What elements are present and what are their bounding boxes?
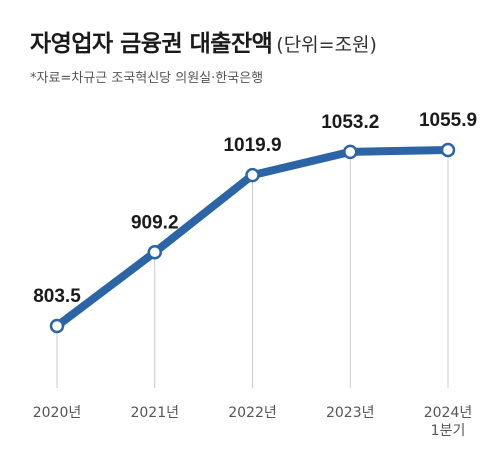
x-tick-label-1: 2021년 bbox=[130, 405, 179, 421]
data-markers bbox=[49, 142, 456, 334]
data-point-4 bbox=[440, 142, 456, 158]
x-tick-label-2: 2022년 bbox=[228, 405, 277, 421]
x-axis-labels: 2020년 2021년 2022년 2023년 2024년 1분기 bbox=[33, 405, 473, 439]
data-point-2 bbox=[245, 167, 260, 183]
value-label-0: 803.5 bbox=[33, 286, 81, 307]
data-point-0 bbox=[49, 318, 65, 334]
value-label-1: 909.2 bbox=[131, 212, 179, 233]
x-tick-label-0: 2020년 bbox=[33, 405, 82, 421]
value-label-4: 1055.9 bbox=[419, 110, 477, 131]
chart-title: 자영업자 금융권 대출잔액 bbox=[30, 31, 273, 57]
drop-lines bbox=[56, 157, 449, 388]
value-labels: 803.5 909.2 1019.9 1053.2 1055.9 bbox=[33, 110, 477, 307]
data-point-1 bbox=[147, 245, 162, 260]
x-tick-label-4: 2024년 1분기 bbox=[424, 405, 473, 439]
source-note: *자료=차규근 조국혁신당 의원실·한국은행 bbox=[30, 71, 264, 86]
value-label-3: 1053.2 bbox=[321, 112, 379, 133]
chart-title-block: 자영업자 금융권 대출잔액 (단위=조원) bbox=[30, 24, 377, 58]
unit-label: (단위=조원) bbox=[276, 34, 377, 56]
x-tick-label-3: 2023년 bbox=[326, 405, 375, 421]
data-point-3 bbox=[343, 144, 358, 160]
value-label-2: 1019.9 bbox=[223, 135, 281, 156]
